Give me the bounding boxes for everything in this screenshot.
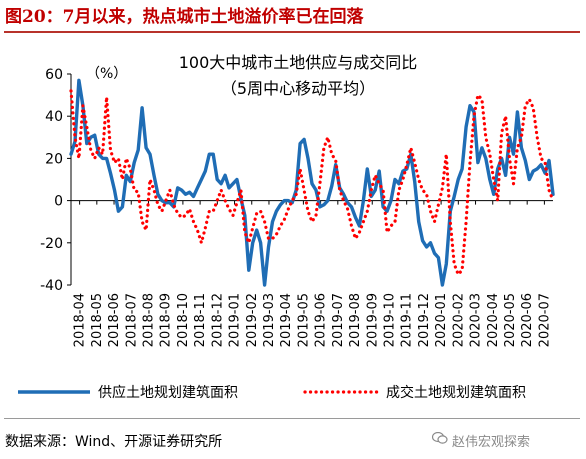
chart-series (69, 78, 555, 287)
x-tick-label: 2020-01 (434, 293, 449, 347)
bottom-rule (4, 418, 580, 419)
x-tick-label: 2019-01 (228, 293, 243, 347)
x-tick-label: 2018-06 (107, 293, 122, 347)
x-tick-label: 2019-03 (262, 293, 277, 347)
x-tick-label: 2019-10 (382, 293, 397, 347)
watermark-text: 赵伟宏观探索 (452, 435, 531, 450)
chart-title: 100大中城市土地供应与成交同比 (179, 53, 418, 72)
title-rule (4, 31, 580, 33)
x-tick-label: 2018-09 (159, 293, 174, 347)
x-tick-label: 2020-07 (537, 293, 552, 347)
y-tick-label: 0 (54, 194, 63, 210)
x-tick-label: 2020-06 (520, 293, 535, 347)
x-tick-label: 2019-05 (296, 293, 311, 347)
x-tick-label: 2018-12 (210, 293, 225, 347)
legend-supply-label: 供应土地规划建筑面积 (98, 384, 238, 401)
x-tick-label: 2019-06 (314, 293, 329, 347)
y-tick-label: -40 (40, 278, 63, 294)
source-note: 数据来源：Wind、开源证券研究所 (5, 434, 223, 450)
unit-label: （%） (86, 66, 127, 82)
x-tick-label: 2020-04 (486, 293, 501, 347)
x-tick-label: 2018-11 (193, 293, 208, 347)
legend-deal-label: 成交土地规划建筑面积 (386, 384, 526, 401)
y-tick-label: 60 (45, 67, 63, 83)
x-tick-label: 2018-05 (90, 293, 105, 347)
series-supply-line (69, 78, 555, 287)
series-deal-line (69, 89, 555, 276)
figure-title: 图20：7月以来，热点城市土地溢价率已在回落 (5, 7, 364, 27)
x-tick-label: 2019-12 (417, 293, 432, 347)
chart-legend: 供应土地规划建筑面积 成交土地规划建筑面积 (18, 384, 526, 401)
x-tick-label: 2018-10 (176, 293, 191, 347)
x-tick-label: 2020-03 (469, 293, 484, 347)
x-tick-label: 2019-11 (400, 293, 415, 347)
x-tick-label: 2019-09 (365, 293, 380, 347)
x-tick-label: 2018-04 (73, 293, 88, 347)
y-tick-label: 40 (45, 109, 63, 125)
x-tick-label: 2019-08 (348, 293, 363, 347)
x-tick-label: 2019-02 (245, 293, 260, 347)
chart-subtitle: （5周中心移动平均） (221, 79, 375, 98)
x-tick-label: 2019-07 (331, 293, 346, 347)
wechat-icon (432, 432, 448, 444)
y-tick-label: -20 (40, 236, 63, 252)
x-tick-label: 2020-05 (503, 293, 518, 347)
x-tick-label: 2020-02 (451, 293, 466, 347)
x-tick-label: 2018-08 (141, 293, 156, 347)
x-tick-label: 2019-04 (279, 293, 294, 347)
x-tick-label: 2018-07 (124, 293, 139, 347)
y-tick-label: 20 (45, 151, 63, 167)
